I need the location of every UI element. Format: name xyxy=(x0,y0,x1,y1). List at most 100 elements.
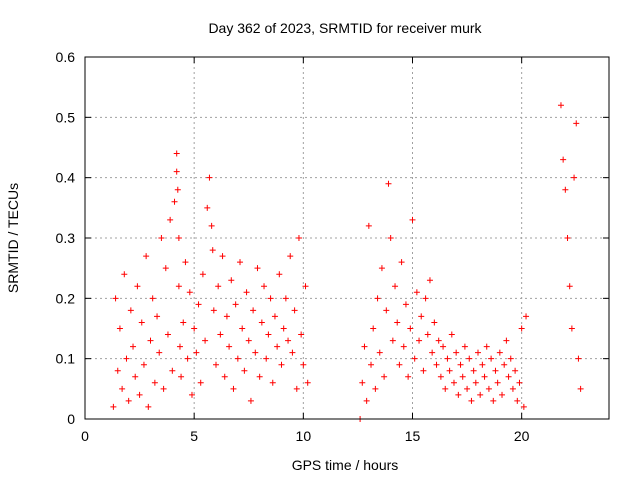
data-point xyxy=(188,391,195,398)
data-point xyxy=(280,325,287,332)
data-point xyxy=(199,271,206,278)
data-point xyxy=(492,367,499,374)
data-point xyxy=(577,385,584,392)
data-point xyxy=(472,379,479,386)
data-point xyxy=(226,343,233,350)
data-point xyxy=(151,379,158,386)
data-point xyxy=(450,379,457,386)
data-point xyxy=(243,289,250,296)
data-point xyxy=(267,295,274,302)
data-point xyxy=(381,373,388,380)
data-point xyxy=(184,355,191,362)
data-point xyxy=(304,379,311,386)
data-point xyxy=(171,198,178,205)
data-point xyxy=(127,307,134,314)
data-point xyxy=(394,319,401,326)
data-point xyxy=(376,349,383,356)
data-point xyxy=(175,235,182,241)
data-point xyxy=(289,349,296,356)
data-point xyxy=(440,343,447,350)
data-point xyxy=(459,373,466,380)
data-point xyxy=(202,337,209,344)
data-point xyxy=(494,379,501,386)
y-tick-label: 0.2 xyxy=(56,290,76,306)
chart-title: Day 362 of 2023, SRMTID for receiver mur… xyxy=(208,20,482,36)
data-point xyxy=(483,343,490,350)
data-point xyxy=(372,385,379,392)
y-tick-label: 0.6 xyxy=(56,49,76,65)
data-point xyxy=(210,307,217,314)
y-tick-label: 0.5 xyxy=(56,109,76,125)
x-tick-labels: 0 5 10 15 20 xyxy=(81,428,530,444)
data-point xyxy=(562,186,569,193)
data-point xyxy=(437,373,444,380)
data-point xyxy=(247,397,254,404)
data-point xyxy=(477,391,484,398)
data-point xyxy=(217,331,224,338)
x-tick-label: 20 xyxy=(514,428,530,444)
data-point xyxy=(186,289,193,296)
data-point xyxy=(237,259,244,266)
data-point xyxy=(136,391,143,398)
y-tick-label: 0 xyxy=(67,411,75,427)
data-point xyxy=(147,337,154,344)
data-point xyxy=(110,403,117,410)
data-point xyxy=(453,349,460,356)
data-point xyxy=(396,361,403,368)
data-point xyxy=(169,367,176,374)
data-point xyxy=(178,373,185,380)
data-point xyxy=(149,295,156,302)
data-point xyxy=(523,313,530,320)
data-point xyxy=(514,397,521,404)
data-point xyxy=(154,313,161,320)
data-point xyxy=(119,385,126,392)
y-tick-label: 0.1 xyxy=(56,351,76,367)
data-point xyxy=(446,367,453,374)
data-point xyxy=(274,343,281,350)
data-point xyxy=(499,391,506,398)
data-point xyxy=(167,216,174,223)
data-point xyxy=(426,277,433,284)
data-point xyxy=(252,349,259,356)
data-point xyxy=(374,295,381,302)
data-point xyxy=(213,361,219,368)
data-point xyxy=(507,355,514,362)
data-point xyxy=(418,313,425,320)
data-point xyxy=(505,373,512,380)
data-point xyxy=(413,289,420,296)
data-point xyxy=(466,355,473,362)
data-point xyxy=(195,301,202,308)
data-point xyxy=(175,283,182,290)
data-point xyxy=(223,313,230,320)
data-point xyxy=(256,373,263,380)
data-point xyxy=(258,319,265,326)
data-point xyxy=(392,283,399,290)
data-point xyxy=(158,235,165,241)
data-point xyxy=(116,325,123,332)
data-point xyxy=(230,385,237,392)
data-point xyxy=(400,343,407,350)
y-tick-label: 0.3 xyxy=(56,230,76,246)
data-point xyxy=(481,373,488,380)
data-point xyxy=(241,367,248,374)
data-point xyxy=(160,385,167,392)
data-point xyxy=(287,253,294,260)
data-point xyxy=(496,349,503,356)
data-point xyxy=(221,373,228,380)
data-point xyxy=(383,307,390,314)
data-point xyxy=(420,367,427,374)
data-point xyxy=(193,349,200,356)
data-point xyxy=(387,235,394,241)
axis-ticks xyxy=(84,56,609,420)
data-point xyxy=(461,343,468,350)
data-point xyxy=(560,156,567,163)
data-point xyxy=(197,379,204,386)
y-tick-label: 0.4 xyxy=(56,170,76,186)
data-point xyxy=(143,253,150,260)
data-point xyxy=(204,204,211,211)
data-point xyxy=(162,265,169,272)
x-tick-label: 0 xyxy=(81,428,89,444)
data-point xyxy=(516,379,523,386)
data-point xyxy=(293,385,300,392)
